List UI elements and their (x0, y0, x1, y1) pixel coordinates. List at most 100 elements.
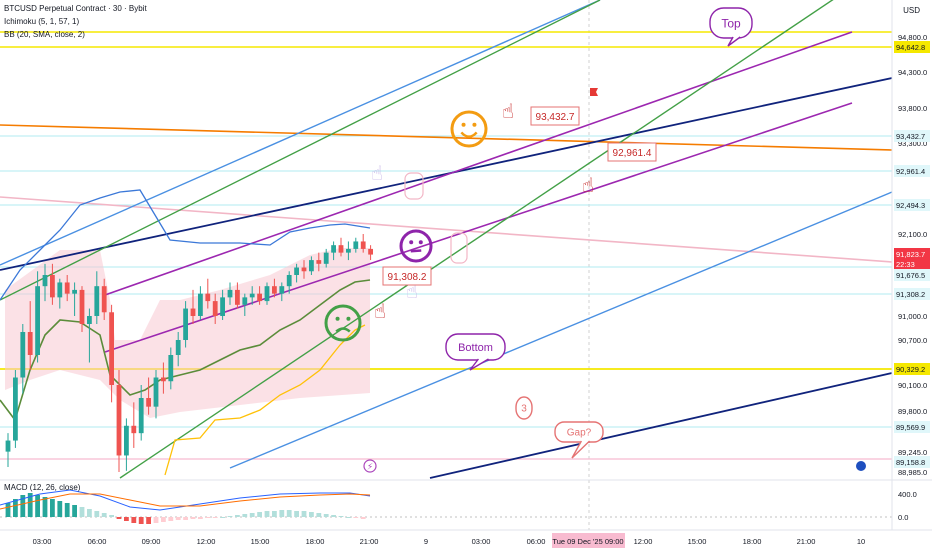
bottom-bubble-tail (469, 358, 489, 371)
macd-pane (0, 479, 932, 524)
macd-bar (124, 517, 129, 521)
gap-bubble: Gap? (554, 421, 604, 459)
gap-bubble-tail (571, 440, 591, 459)
pink-bracket-shape (404, 172, 424, 200)
price-tick: 93,800.0 (898, 104, 927, 113)
candle-body (175, 340, 181, 355)
macd-bar (116, 517, 122, 519)
top-bubble-box (709, 7, 753, 39)
price-tick: 89,245.0 (898, 448, 927, 457)
price-tick: 88,985.0 (898, 468, 927, 477)
bottom-bubble-text: Bottom (458, 342, 493, 354)
macd-bar (257, 512, 262, 517)
price-label-bg (894, 199, 930, 211)
macd-bar (64, 503, 70, 517)
candle-body (146, 398, 151, 407)
price-tick: 92,100.0 (898, 230, 927, 239)
navy-upper-trendline (0, 77, 893, 271)
lightning-icon-ring (363, 459, 377, 473)
bb-upper-line (0, 189, 371, 301)
gap-bubble-box (554, 421, 604, 443)
candle-body (35, 286, 40, 355)
macd-bar (353, 517, 359, 518)
candle-body (116, 385, 122, 456)
count-bubble-text: 3 (521, 404, 527, 415)
symbol-legend[interactable]: BTCUSD Perpetual Contract · 30 · Bybit (4, 4, 147, 13)
macd-bar (35, 495, 40, 517)
candle-body (161, 377, 166, 382)
macd-bar (72, 505, 77, 517)
macd-bar (227, 516, 233, 517)
candle-body (72, 289, 77, 294)
macd-bar (183, 517, 188, 520)
candle-body (101, 286, 107, 313)
price-label: 91,676.5 (896, 271, 925, 280)
macd-bar (309, 512, 314, 517)
pointing-hand-icon: ☝ (406, 281, 418, 303)
ichimoku-legend[interactable]: Ichimoku (5, 1, 57, 1) (4, 17, 80, 26)
candle-body (346, 248, 351, 253)
bb-legend[interactable]: BB (20, SMA, close, 2) (4, 30, 85, 39)
macd-bar (249, 513, 255, 517)
candle-body (257, 293, 262, 302)
candle-body (57, 282, 63, 298)
price-label-bg (894, 363, 930, 375)
lightning-icon: ⚡ (367, 462, 373, 472)
macd-bar (79, 507, 85, 517)
macd-bar (57, 501, 63, 517)
macd-bar (346, 517, 351, 518)
countdown-label: 22:33 (896, 260, 915, 269)
price-label-bg (894, 421, 930, 433)
candle-body (338, 245, 344, 253)
candle-body (323, 252, 329, 264)
macd-line (0, 489, 371, 511)
macd-bar (5, 503, 11, 517)
pointing-hand-icon: ☝ (502, 101, 514, 123)
price-label: 89,158.8 (896, 458, 925, 467)
macd-bar (87, 509, 92, 517)
price-tick: 89,800.0 (898, 407, 927, 416)
time-tick: 09:00 (142, 537, 161, 546)
candle-body (360, 241, 366, 249)
price-label-bg (894, 130, 930, 142)
macd-tick: 400.0 (898, 490, 917, 499)
macd-bar (360, 517, 366, 519)
price-label: 92,494.3 (896, 201, 925, 210)
top-bubble-tail (727, 36, 741, 47)
macd-bar (153, 517, 159, 523)
macd-bar (220, 517, 225, 518)
macd-bar (286, 510, 292, 517)
drawings-layer: ☝ ☝ ☝ ☝ ☝ ⚡ 93,432.7 92,961.4 91,308.2 Top Bottom G… (0, 0, 893, 530)
price-label: 92,961.4 (896, 167, 925, 176)
macd-bar (316, 513, 322, 517)
macd-bar (131, 517, 137, 523)
sad-face-icon-mouth (335, 327, 351, 333)
candle-body (27, 332, 33, 355)
candle-body (368, 248, 373, 255)
price-tag-label: 92,961.4 (613, 148, 652, 159)
time-tick: 9 (424, 537, 428, 546)
macd-bar (190, 517, 196, 519)
macd-legend[interactable]: MACD (12, 26, close) (4, 483, 81, 492)
candle-body (316, 260, 322, 264)
neutral-face-icon-eye (418, 240, 423, 245)
macd-bar (175, 517, 181, 520)
candle-body (286, 275, 292, 287)
price-label: 89,569.9 (896, 423, 925, 432)
price-label-bg (894, 288, 930, 300)
flag-us-icon (856, 461, 866, 471)
time-tick: 10 (857, 537, 865, 546)
time-tick: 03:00 (472, 537, 491, 546)
candle-body (87, 316, 92, 324)
count-bubble-box (515, 396, 533, 420)
candle-body (190, 308, 196, 316)
top-bubble-text: Top (721, 16, 741, 30)
pink-bracket-shape (450, 232, 468, 264)
macd-bar (338, 516, 344, 517)
blue-upper-channel (0, 0, 601, 266)
price-label: 94,642.8 (896, 43, 925, 52)
price-label-bg (894, 165, 930, 177)
top-bubble: Top (709, 7, 753, 47)
